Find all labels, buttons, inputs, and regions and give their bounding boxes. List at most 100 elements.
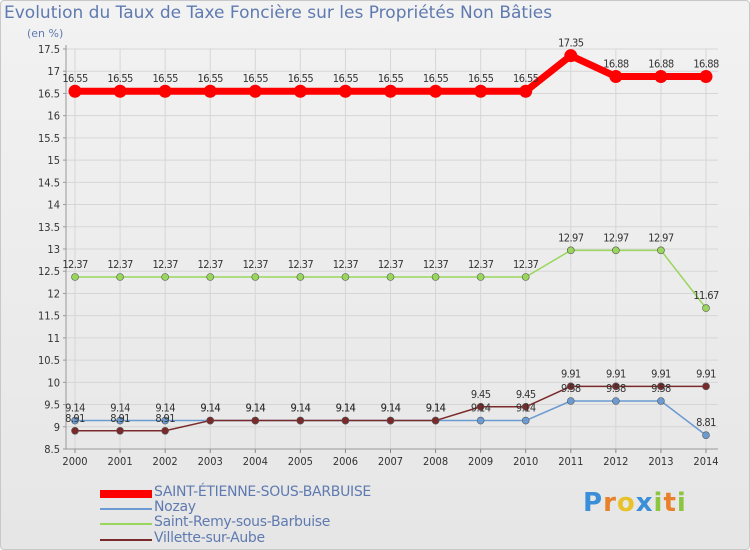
data-point-2 [386,273,395,281]
x-tick-label: 2007 [378,455,403,468]
data-point-2 [521,273,530,281]
data-point-3 [206,416,215,425]
data-label: 9.14 [381,402,401,415]
y-tick-label: 11.5 [38,310,60,323]
data-point-3 [341,416,350,425]
y-tick-label: 13.5 [38,221,60,234]
axes [63,45,718,453]
data-label: 12.97 [558,231,584,244]
data-point-0 [338,84,352,98]
data-label: 16.88 [648,58,674,71]
x-tick-label: 2006 [333,455,358,468]
legend-label: Nozay [154,499,196,515]
data-label: 9.14 [336,402,356,415]
data-label: 11.67 [693,289,719,302]
data-label: 9.14 [291,402,311,415]
y-tick-label: 9 [54,421,60,434]
data-point-3 [386,416,395,425]
x-tick-labels: 2000 2001 2002 2003 2004 2005 2006 2007 2008 2009… [62,455,718,468]
data-label: 9.91 [651,367,671,380]
data-label: 9.58 [651,382,671,395]
y-tick-label: 8.5 [44,443,60,456]
y-tick-label: 12.5 [38,265,60,278]
data-point-0 [564,49,578,63]
data-label: 12.37 [198,258,224,271]
y-tick-label: 15.5 [38,132,60,145]
data-label: 9.14 [200,402,220,415]
data-label: 9.14 [426,402,446,415]
data-label: 12.37 [288,258,314,271]
data-label: 12.37 [243,258,269,271]
logo-letter: x [635,488,654,518]
data-point-3 [476,402,485,411]
x-tick-label: 2004 [243,455,268,468]
x-tick-label: 2003 [198,455,223,468]
data-point-2 [71,273,79,281]
data-point-3 [566,382,575,391]
data-point-0 [654,70,668,84]
y-tick-label: 12 [47,287,60,300]
data-label: 12.97 [648,231,674,244]
data-label: 12.37 [333,258,359,271]
data-point-1 [116,416,124,425]
data-point-2 [657,246,665,255]
data-label: 9.14 [426,402,446,415]
logo-letter: i [676,488,687,518]
y-tick-label: 16 [47,110,60,123]
data-point-1 [612,397,620,405]
data-label: 9.58 [561,382,581,395]
logo-letter: t [663,488,677,518]
data-label: 9.14 [155,402,175,415]
data-point-1 [521,416,530,425]
data-label: 17.35 [558,37,584,50]
data-point-0 [429,84,443,98]
x-tick-label: 2001 [107,455,132,468]
data-point-1 [702,431,710,440]
data-label: 9.58 [606,382,626,395]
x-tick-label: 2005 [288,455,313,468]
x-tick-label: 2009 [468,455,493,468]
data-label: 12.37 [423,258,449,271]
data-point-0 [113,84,127,98]
data-label: 16.55 [198,72,224,85]
y-tick-label: 17 [47,65,60,78]
data-label: 9.14 [110,402,130,415]
legend-swatch [100,523,152,525]
data-point-3 [71,426,79,435]
data-label: 9.14 [291,402,311,415]
x-tick-label: 2010 [513,455,538,468]
y-tick-label: 14.5 [38,176,60,189]
data-point-3 [431,416,440,425]
data-point-2 [116,273,124,281]
x-tick-label: 2011 [558,455,583,468]
data-point-3 [161,426,169,435]
data-point-2 [612,246,620,255]
y-tick-label: 10 [47,376,60,389]
grid-lines [66,48,718,450]
data-label: 9.45 [516,388,536,401]
logo-letter: o [616,488,636,518]
data-point-3 [612,382,620,391]
y-tick-label: 11 [47,332,60,345]
data-point-0 [68,84,82,98]
data-label: 9.91 [696,367,716,380]
y-tick-label: 10.5 [38,354,60,367]
legend-swatch [100,490,152,498]
data-point-2 [341,273,350,281]
data-point-0 [158,84,172,98]
x-tick-label: 2002 [153,455,178,468]
x-tick-label: 2000 [62,455,87,468]
y-tick-label: 13 [47,243,60,256]
y-axis-unit-label: (en %) [27,27,64,40]
data-point-2 [161,273,169,281]
y-tick-labels: 8.5 9 9.5 10 10.5 11 11.5 12 12.5 13 13.5 14 14.5 15 1… [38,43,60,456]
data-label: 9.91 [561,367,581,380]
data-label: 12.37 [107,258,133,271]
legend-swatch [100,539,152,541]
data-label: 16.55 [152,72,178,85]
data-point-1 [476,416,485,425]
proxiti-logo: Proxiti [583,488,687,518]
data-point-0 [203,84,217,98]
data-point-0 [519,84,533,98]
data-point-3 [296,416,305,425]
